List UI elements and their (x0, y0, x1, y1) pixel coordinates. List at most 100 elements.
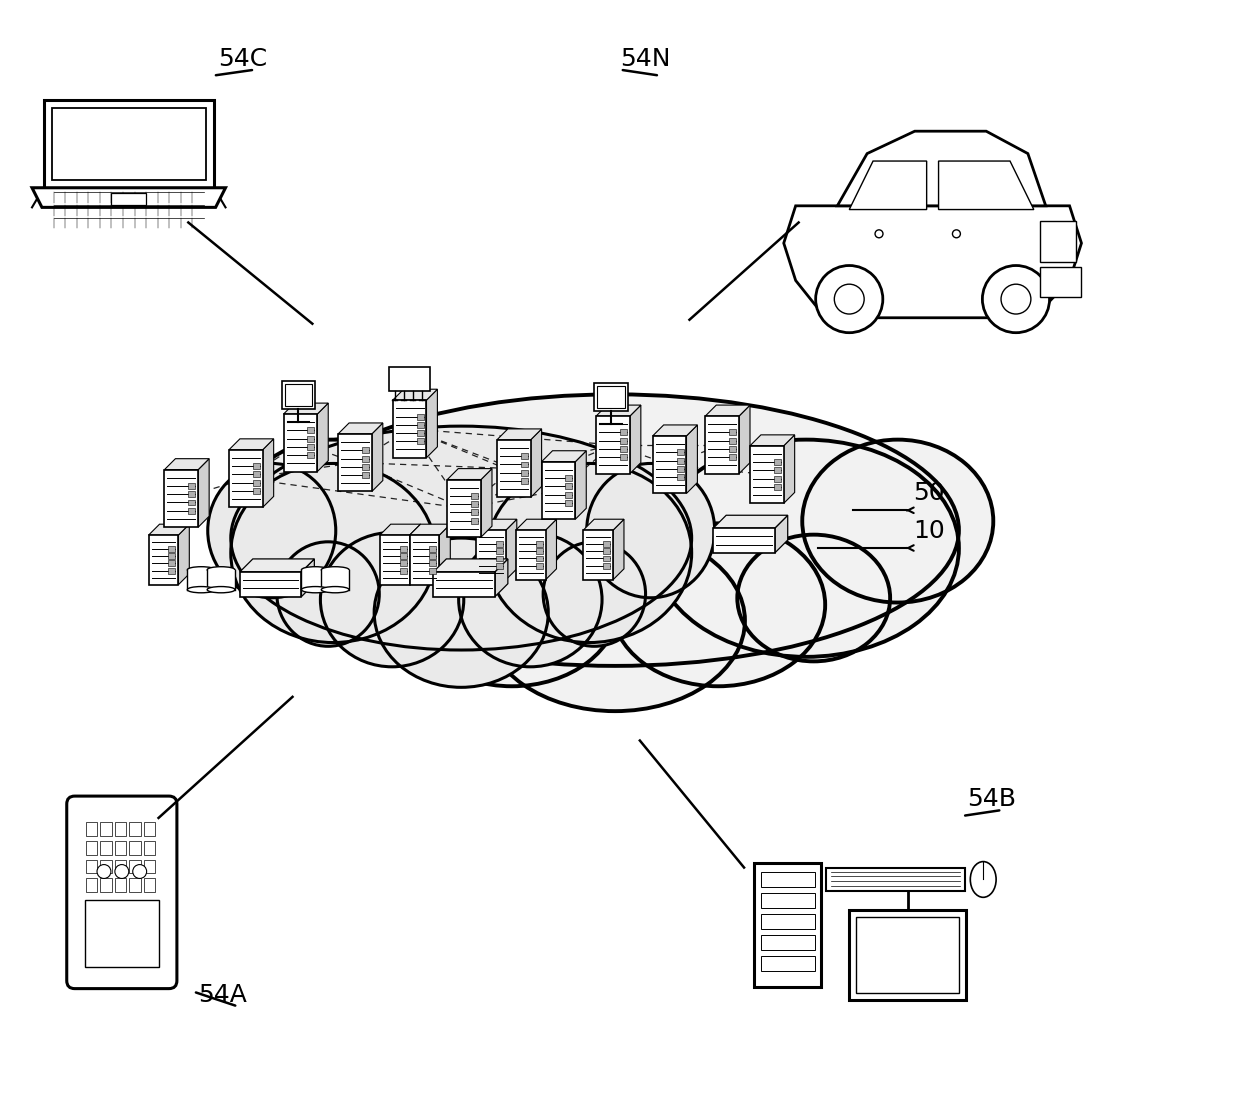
Text: 10: 10 (913, 519, 945, 543)
Bar (308, 452, 315, 458)
Polygon shape (481, 469, 492, 537)
Polygon shape (495, 558, 508, 597)
Bar (521, 461, 528, 468)
Polygon shape (229, 439, 274, 450)
Ellipse shape (301, 567, 330, 573)
Bar (114, 860, 126, 874)
Bar (620, 438, 627, 443)
Polygon shape (339, 423, 383, 434)
Ellipse shape (321, 587, 350, 592)
Bar (652, 436, 687, 494)
Polygon shape (409, 525, 420, 585)
Bar (52, 108, 206, 180)
Bar (471, 509, 479, 516)
Ellipse shape (231, 426, 692, 650)
Polygon shape (239, 558, 315, 572)
Bar (521, 453, 528, 459)
Bar (169, 567, 175, 574)
Bar (165, 470, 198, 527)
Bar (417, 422, 424, 428)
Bar (86, 860, 97, 874)
Bar (826, 867, 966, 891)
Ellipse shape (374, 538, 548, 688)
Ellipse shape (207, 567, 234, 573)
Bar (471, 502, 479, 507)
Bar (393, 400, 427, 458)
Bar (301, 569, 330, 590)
Bar (521, 477, 528, 484)
Bar (129, 822, 140, 835)
Bar (253, 472, 259, 477)
Ellipse shape (207, 587, 234, 592)
Bar (379, 535, 409, 585)
Bar (596, 416, 630, 473)
Bar (100, 860, 112, 874)
Polygon shape (497, 429, 542, 440)
Polygon shape (542, 451, 587, 462)
Bar (542, 462, 575, 519)
Bar (729, 454, 737, 460)
Polygon shape (427, 389, 438, 458)
Polygon shape (372, 423, 383, 492)
Polygon shape (575, 451, 587, 519)
Ellipse shape (405, 523, 619, 687)
Ellipse shape (543, 542, 646, 646)
Polygon shape (284, 403, 329, 414)
Bar (399, 567, 407, 574)
Bar (583, 530, 613, 579)
Bar (761, 914, 815, 929)
Polygon shape (531, 429, 542, 497)
Bar (496, 549, 503, 554)
Polygon shape (596, 405, 641, 416)
Bar (471, 518, 479, 523)
Circle shape (816, 265, 883, 333)
Polygon shape (409, 525, 450, 535)
Polygon shape (198, 459, 210, 527)
Bar (144, 860, 155, 874)
Ellipse shape (459, 532, 603, 667)
Bar (114, 878, 126, 892)
Bar (536, 541, 543, 548)
Bar (144, 878, 155, 892)
Bar (856, 918, 960, 992)
Bar (774, 468, 781, 473)
Bar (429, 567, 436, 574)
Text: 54B: 54B (967, 787, 1017, 811)
Ellipse shape (587, 463, 714, 598)
FancyBboxPatch shape (67, 796, 177, 989)
Bar (129, 841, 140, 854)
Bar (281, 381, 315, 410)
Bar (565, 483, 573, 489)
Bar (729, 446, 737, 452)
Ellipse shape (738, 534, 890, 661)
Bar (598, 387, 625, 408)
Polygon shape (516, 519, 557, 530)
Ellipse shape (272, 439, 577, 657)
Bar (448, 480, 481, 537)
Bar (429, 546, 436, 552)
Bar (729, 438, 737, 443)
Ellipse shape (653, 439, 959, 657)
Bar (409, 535, 439, 585)
Polygon shape (179, 525, 190, 585)
Bar (434, 572, 495, 597)
Bar (750, 446, 784, 504)
Bar (321, 569, 350, 590)
Polygon shape (434, 558, 508, 572)
Bar (521, 470, 528, 475)
Bar (417, 438, 424, 445)
Ellipse shape (237, 439, 428, 602)
Circle shape (982, 265, 1049, 333)
Polygon shape (393, 389, 438, 400)
Bar (84, 900, 159, 967)
Polygon shape (506, 519, 517, 579)
Bar (284, 384, 312, 406)
Bar (169, 553, 175, 560)
Polygon shape (379, 525, 420, 535)
Polygon shape (652, 425, 697, 436)
Bar (308, 436, 315, 441)
Bar (399, 561, 407, 566)
Polygon shape (739, 405, 750, 473)
Bar (207, 569, 234, 590)
Bar (114, 822, 126, 835)
